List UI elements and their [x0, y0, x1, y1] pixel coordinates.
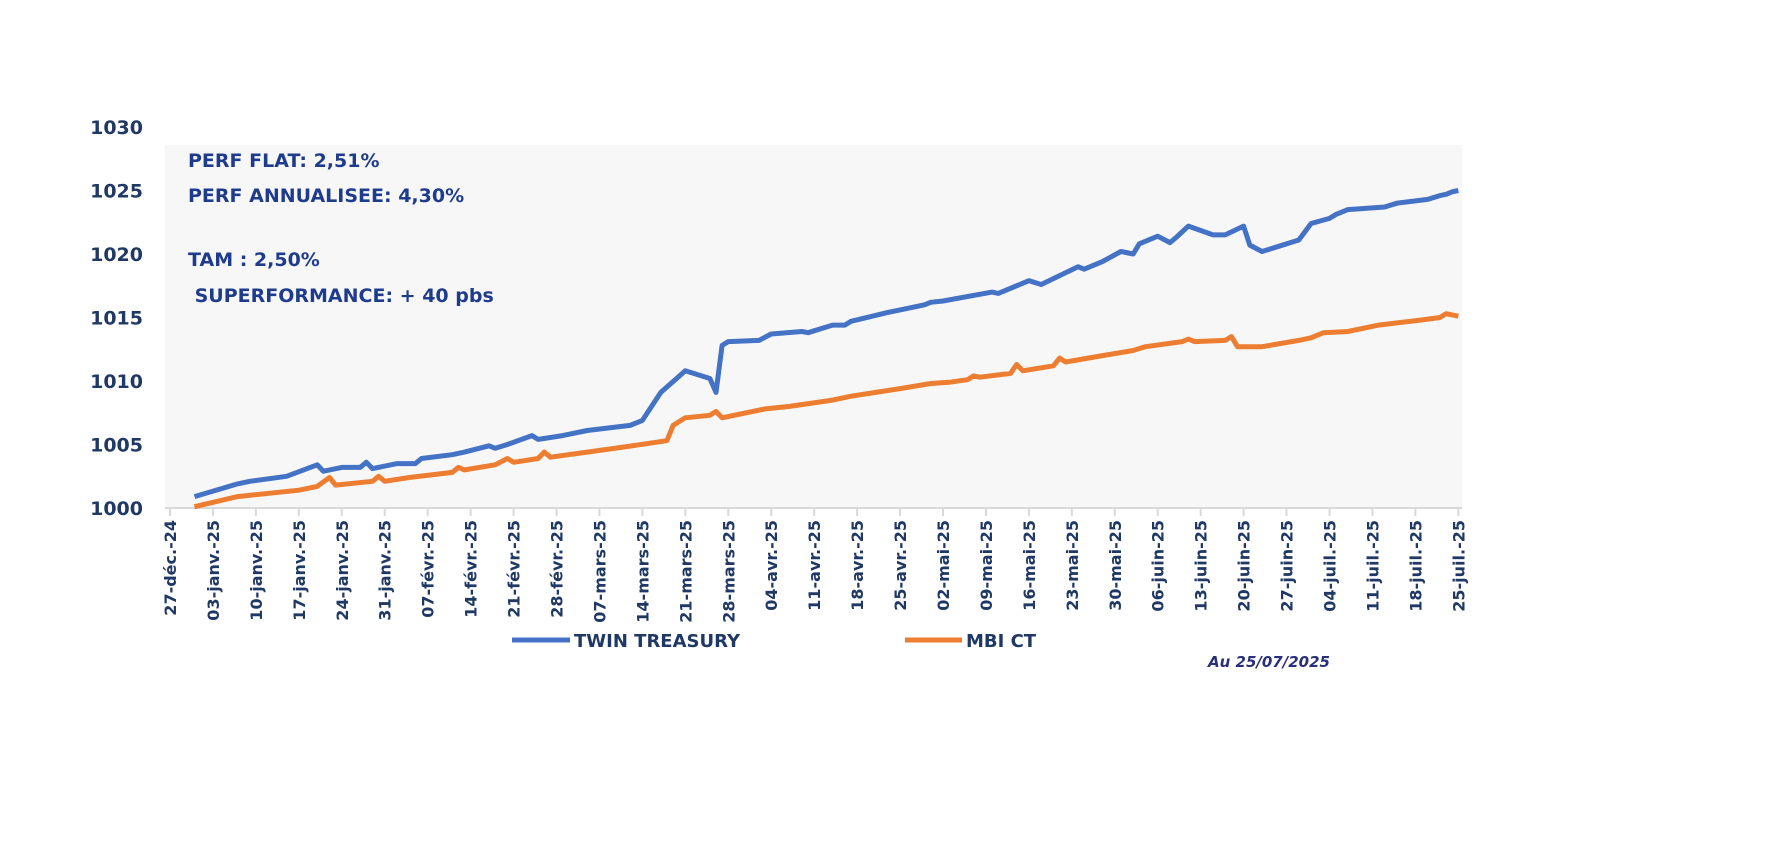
- x-tick-label: 06-juin-25: [1149, 520, 1168, 612]
- tam-annotation: TAM : 2,50%: [188, 249, 320, 271]
- x-tick-label: 04-juil.-25: [1321, 520, 1340, 612]
- x-tick-label: 04-avr.-25: [762, 520, 781, 611]
- x-tick-label: 13-juin-25: [1192, 520, 1211, 612]
- y-tick-label: 1025: [90, 181, 143, 203]
- x-tick-label: 03-janv.-25: [204, 520, 223, 621]
- series-line-twin-treasury: [193, 188, 1459, 499]
- y-tick-label: 1015: [90, 308, 143, 330]
- x-tick-label: 25-avr.-25: [891, 520, 910, 611]
- x-tick-label: 07-mars-25: [590, 520, 609, 623]
- x-tick-label: 09-mai-25: [977, 520, 996, 611]
- x-tick-label: 27-déc.-24: [161, 520, 180, 616]
- x-tick-label: 25-juil.-25: [1449, 520, 1468, 612]
- x-tick-label: 27-juin-25: [1278, 520, 1297, 612]
- y-tick-label: 1000: [90, 498, 143, 520]
- x-tick-label: 24-janv.-25: [333, 520, 352, 621]
- x-tick-label: 11-juil.-25: [1363, 520, 1382, 612]
- perf-flat-annotation: PERF FLAT: 2,51%: [188, 150, 380, 172]
- x-tick-label: 17-janv.-25: [290, 520, 309, 621]
- x-tick-label: 21-févr.-25: [505, 520, 524, 618]
- legend: TWIN TREASURY MBI CT: [512, 631, 1037, 652]
- x-tick-label: 31-janv.-25: [376, 520, 395, 621]
- as-of-date: Au 25/07/2025: [1207, 653, 1330, 671]
- series-lines: [193, 188, 1459, 510]
- x-tick-label: 18-juil.-25: [1406, 520, 1425, 612]
- x-tick-label: 30-mai-25: [1106, 520, 1125, 611]
- x-tick-label: 11-avr.-25: [805, 520, 824, 611]
- y-tick-label: 1030: [90, 117, 143, 139]
- x-tick-label: 10-janv.-25: [247, 520, 266, 621]
- superformance-annotation: SUPERFORMANCE: + 40 pbs: [188, 285, 494, 307]
- x-tick-label: 18-avr.-25: [848, 520, 867, 611]
- x-tick-label: 14-févr.-25: [462, 520, 481, 618]
- x-tick-label: 28-févr.-25: [548, 520, 567, 618]
- x-tick-label: 28-mars-25: [719, 520, 738, 623]
- x-tick-label: 16-mai-25: [1020, 520, 1039, 611]
- x-axis: 27-déc.-24 03-janv.-25 10-janv.-25 17-janv.…: [161, 508, 1468, 623]
- legend-label-mbi-ct: MBI CT: [966, 631, 1037, 652]
- x-tick-label: 21-mars-25: [676, 520, 695, 623]
- y-tick-label: 1005: [90, 435, 143, 457]
- x-tick-label: 07-févr.-25: [419, 520, 438, 618]
- legend-label-twin-treasury: TWIN TREASURY: [574, 631, 741, 652]
- x-tick-label: 20-juin-25: [1235, 520, 1254, 612]
- y-tick-label: 1010: [90, 371, 143, 393]
- perf-annualisee-annotation: PERF ANNUALISEE: 4,30%: [188, 185, 464, 207]
- series-line-mbi-ct: [193, 311, 1459, 510]
- x-tick-label: 02-mai-25: [934, 520, 953, 611]
- y-tick-label: 1020: [90, 244, 143, 266]
- x-tick-label: 23-mai-25: [1063, 520, 1082, 611]
- y-axis: 1000 1005 1010 1015 1020 1025 1030: [90, 117, 143, 520]
- plot-area: [165, 145, 1462, 508]
- x-tick-label: 14-mars-25: [633, 520, 652, 623]
